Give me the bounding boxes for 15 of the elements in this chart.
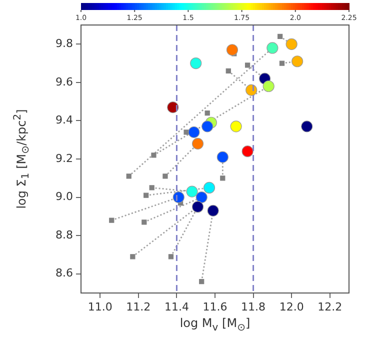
y-tick-label: 9.6 [56,75,73,88]
y-tick-label: 8.6 [56,266,73,280]
x-tick-label: 11.0 [88,300,112,314]
x-tick-label: 11.4 [164,300,189,314]
y-tick-label: 9.0 [56,190,73,204]
y-tick-label: 8.8 [56,228,73,242]
y-tick-label: 9.2 [56,152,73,165]
y-tick-label: 9.8 [56,37,73,50]
x-tick-label: 12.0 [279,300,304,314]
x-tick-label: 12.2 [318,300,342,314]
x-tick-label: 11.8 [241,300,266,314]
x-tick-label: 11.2 [126,300,151,314]
x-axis-title: log M$_{v}$ [M$_{⊙}$] [178,316,252,334]
y-tick-label: 9.4 [56,114,73,127]
x-tick-label: 11.6 [202,300,228,314]
